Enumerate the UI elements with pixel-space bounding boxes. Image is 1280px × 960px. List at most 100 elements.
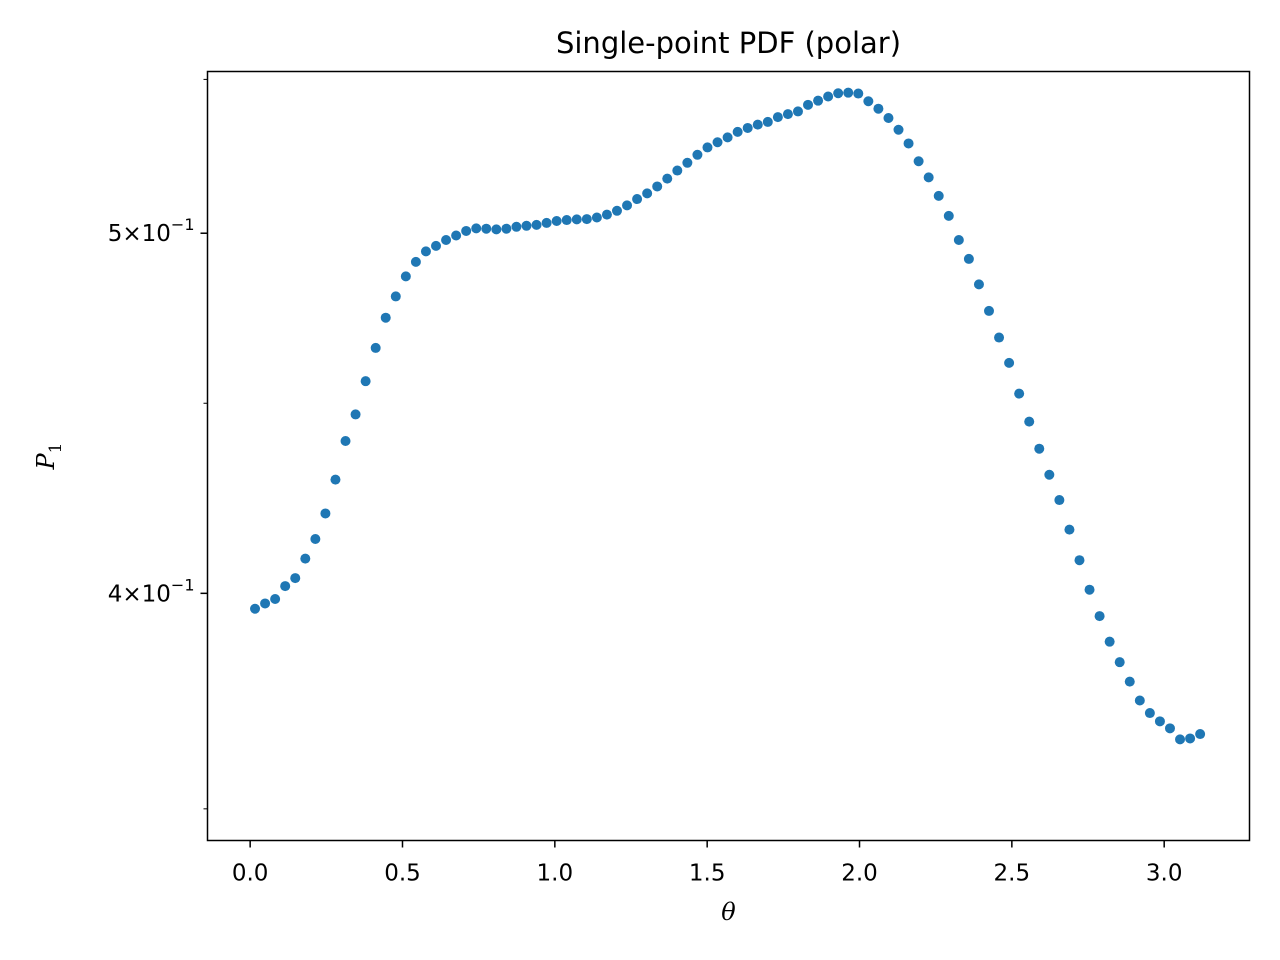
data-point (1114, 657, 1125, 668)
data-point (441, 235, 452, 246)
data-point (410, 256, 421, 267)
data-point (370, 342, 381, 353)
data-point (481, 223, 492, 234)
data-point (1134, 695, 1145, 706)
data-point (973, 279, 984, 290)
data-point (682, 157, 693, 168)
data-point (280, 581, 291, 592)
y-axis-label-group: P1 (32, 443, 66, 471)
x-tick-label: 0.5 (384, 861, 421, 887)
data-point (853, 88, 864, 99)
x-tick-label: 3.0 (1146, 861, 1183, 887)
x-tick-label: 0.0 (232, 861, 269, 887)
data-point (943, 210, 954, 221)
y-axis-label-subscript: 1 (46, 443, 66, 454)
data-point (350, 409, 361, 420)
data-point (400, 271, 411, 282)
data-point (1124, 676, 1135, 687)
data-point (752, 119, 763, 130)
data-point (611, 205, 622, 216)
data-point (913, 156, 924, 167)
data-point (792, 106, 803, 117)
data-point (1054, 495, 1065, 506)
data-point (1044, 469, 1055, 480)
data-point (1144, 708, 1155, 719)
data-point (632, 194, 643, 205)
data-point (742, 122, 753, 133)
data-point (1004, 357, 1015, 368)
data-point (390, 291, 401, 302)
data-point (933, 190, 944, 201)
data-point (803, 99, 814, 110)
data-point (290, 573, 301, 584)
data-point (300, 553, 311, 564)
data-point (380, 312, 391, 323)
data-point (1074, 555, 1085, 566)
data-point (330, 474, 341, 485)
data-point (1195, 729, 1206, 740)
data-point (571, 214, 582, 225)
data-point (531, 219, 542, 230)
data-point (551, 216, 562, 226)
data-point (260, 598, 271, 609)
data-point (1154, 716, 1165, 727)
data-point (511, 221, 522, 232)
data-point (782, 109, 793, 120)
data-point (652, 181, 663, 192)
data-point (692, 149, 703, 160)
x-tick-label: 1.0 (537, 861, 574, 887)
data-points (250, 87, 1206, 745)
data-point (1175, 734, 1186, 745)
y-tick-label: 4×10−1 (108, 575, 195, 607)
data-point (662, 173, 673, 184)
data-point (863, 96, 874, 107)
data-point (521, 220, 532, 231)
y-axis-label: P1 (32, 443, 66, 471)
data-point (893, 124, 904, 135)
data-point (622, 200, 633, 211)
data-point (471, 223, 482, 234)
plot-frame (206, 70, 1251, 842)
data-point (1104, 636, 1115, 647)
data-point (672, 165, 683, 176)
data-point (722, 132, 733, 143)
data-point (340, 435, 351, 446)
data-point (883, 113, 894, 124)
data-point (953, 235, 964, 246)
data-point (873, 103, 884, 114)
data-point (823, 91, 834, 102)
data-point (501, 223, 512, 234)
data-point (320, 508, 331, 519)
data-point (360, 376, 371, 387)
x-tick-label: 1.5 (689, 861, 726, 887)
data-point (1014, 388, 1025, 399)
data-point (1024, 416, 1035, 427)
data-point (1094, 611, 1105, 622)
data-point (250, 603, 261, 614)
data-point (994, 332, 1005, 343)
data-point (420, 246, 431, 257)
y-axis-label-main: P (32, 452, 60, 470)
x-tick-label: 2.0 (841, 861, 878, 887)
data-point (270, 594, 281, 604)
data-point (1064, 524, 1075, 535)
chart-title: Single-point PDF (polar) (556, 26, 901, 60)
data-point (461, 225, 472, 236)
data-point (581, 214, 592, 225)
data-point (843, 87, 854, 98)
data-point (310, 533, 321, 544)
data-point (762, 116, 773, 127)
data-point (491, 224, 502, 235)
data-point (772, 112, 783, 123)
data-point (541, 217, 552, 228)
y-axis-ticks: 4×10−1 5×10−1 (108, 78, 208, 810)
x-axis-label: θ (721, 898, 736, 926)
data-point (903, 138, 914, 149)
data-point (1164, 723, 1175, 734)
data-point (702, 142, 713, 153)
data-point (813, 95, 824, 106)
data-point (732, 126, 743, 137)
data-point (451, 230, 462, 241)
